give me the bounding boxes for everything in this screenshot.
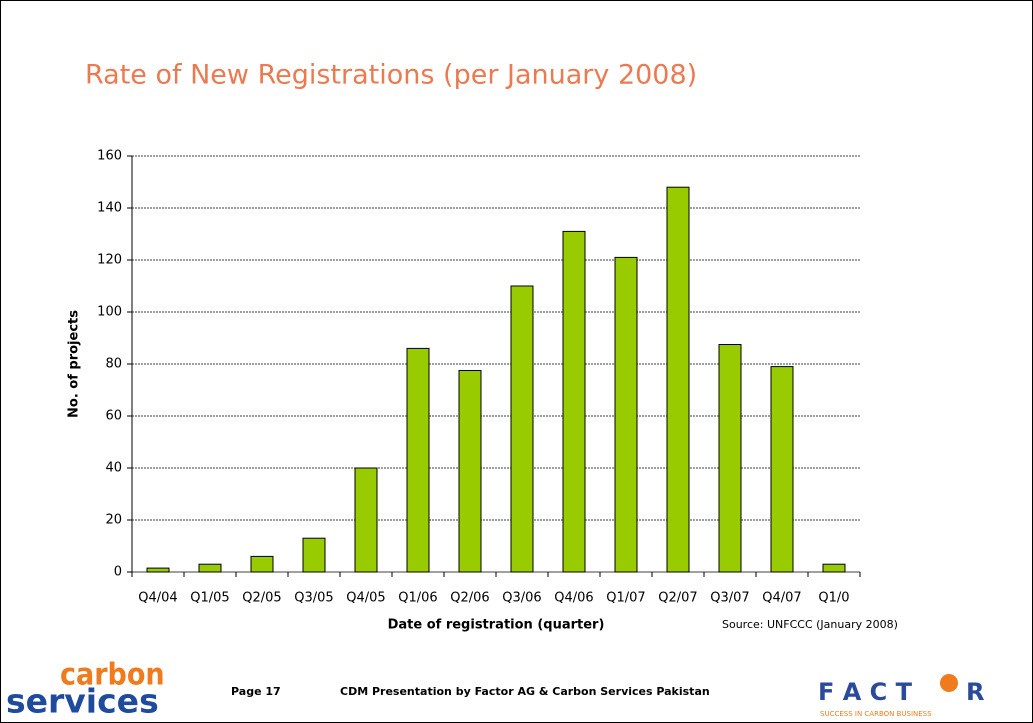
y-tick-label: 140 [97, 201, 122, 216]
bar [822, 563, 846, 573]
logo-factor: F A C T [818, 678, 913, 706]
x-tick-label: Q2/06 [450, 591, 489, 606]
x-tick-label: Q3/05 [294, 591, 333, 606]
source-note: Source: UNFCCC (January 2008) [722, 618, 898, 631]
logo-carbon: carbon [60, 658, 165, 693]
y-axis-label: No. of projects [67, 310, 82, 418]
footer-text: CDM Presentation by Factor AG & Carbon S… [340, 685, 710, 698]
y-tick-label: 80 [105, 357, 122, 372]
y-tick-label: 0 [114, 565, 122, 580]
bar [666, 186, 690, 573]
x-tick-label: Q1/0 [818, 591, 849, 606]
x-tick-label: Q4/07 [762, 591, 801, 606]
bar [302, 537, 326, 573]
bar [250, 555, 274, 573]
y-tick-label: 160 [97, 149, 122, 164]
y-tick-label: 120 [97, 253, 122, 268]
x-tick-label: Q1/07 [606, 591, 645, 606]
logo-factor-r: R [966, 678, 984, 706]
x-tick-label: Q3/07 [710, 591, 749, 606]
x-tick-label: Q2/07 [658, 591, 697, 606]
y-tick-label: 60 [105, 409, 122, 424]
chart-title: Rate of New Registrations (per January 2… [85, 60, 697, 91]
page-number: Page 17 [231, 685, 281, 698]
x-tick-label: Q1/05 [190, 591, 229, 606]
bar [510, 285, 534, 573]
x-tick-label: Q2/05 [242, 591, 281, 606]
bar [198, 563, 222, 573]
bar [770, 366, 794, 573]
bar [406, 347, 430, 573]
bar [354, 467, 378, 573]
logo-tagline: SUCCESS IN CARBON BUSINESS [820, 710, 932, 718]
y-tick-label: 100 [97, 305, 122, 320]
bar [146, 567, 170, 573]
y-tick-label: 20 [105, 513, 122, 528]
bar [458, 370, 482, 573]
logo-services: services [6, 682, 159, 721]
x-tick-label: Q4/04 [138, 591, 177, 606]
x-tick-label: Q3/06 [502, 591, 541, 606]
bar [614, 256, 638, 573]
bar [718, 344, 742, 573]
bar [562, 230, 586, 573]
x-axis-label: Date of registration (quarter) [388, 618, 605, 633]
x-tick-label: Q1/06 [398, 591, 437, 606]
x-tick-label: Q4/05 [346, 591, 385, 606]
x-tick-label: Q4/06 [554, 591, 593, 606]
logo-circle [940, 674, 958, 692]
y-tick-label: 40 [105, 461, 122, 476]
